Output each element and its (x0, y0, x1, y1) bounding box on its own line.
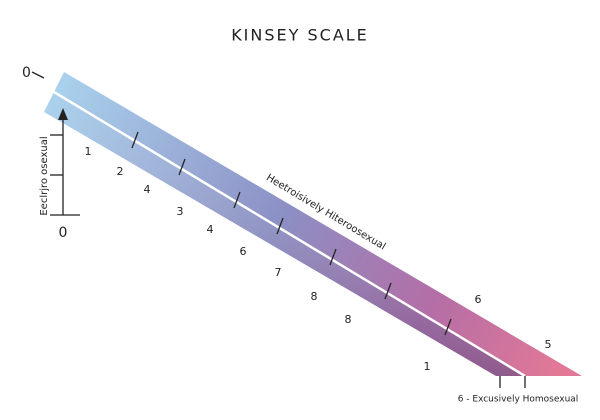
end-label: 6 - Excusively Homosexual (458, 395, 579, 405)
scale-ticks (131, 131, 452, 336)
end-ticks (499, 376, 526, 388)
scale-label: 4 (207, 223, 214, 236)
bottom-label: 0 (59, 225, 68, 241)
scale-label: 1 (85, 145, 92, 158)
scale-label: 7 (275, 266, 282, 279)
scale-label: 2 (117, 165, 124, 178)
scale-label: 3 (177, 205, 184, 218)
axis-arrow (58, 108, 68, 120)
scale-band (44, 72, 582, 376)
scale-label: 4 (144, 183, 151, 196)
scale-band-shade (44, 92, 525, 376)
vertical-label: Eeclrjro osexual (39, 136, 50, 215)
scale-label: 6 (475, 293, 482, 306)
scale-label: 8 (345, 313, 352, 326)
title: KINSEY SCALE (231, 26, 369, 45)
scale-label: 1 (424, 360, 431, 373)
scale-label: 8 (311, 290, 318, 303)
scale-label: 6 (240, 245, 247, 258)
top-label: 0 (22, 65, 31, 81)
vertical-axis (31, 71, 80, 216)
scale-line (53, 90, 526, 378)
scale-label: 5 (545, 338, 552, 351)
